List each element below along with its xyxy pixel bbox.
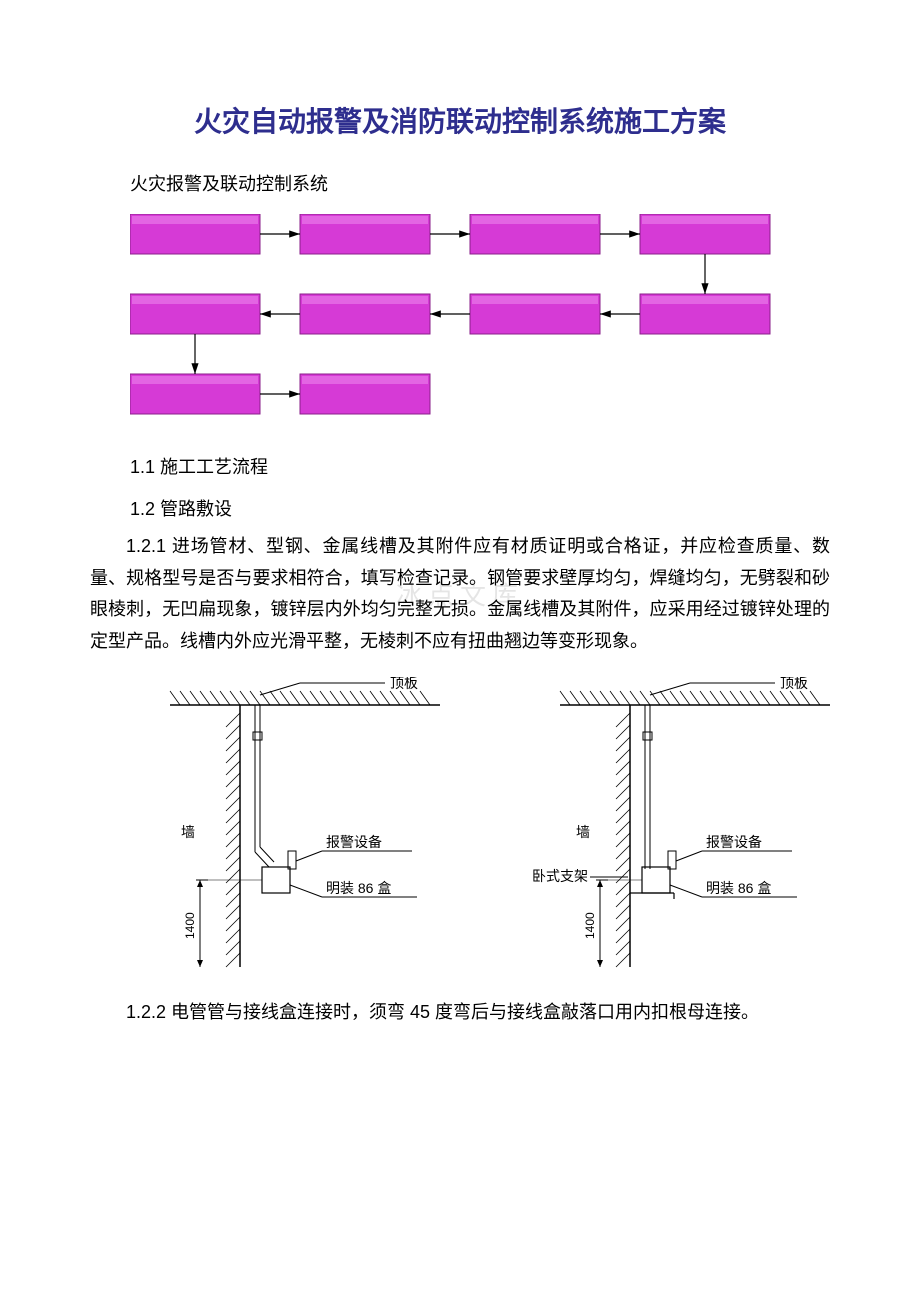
svg-text:明装 86 盒: 明装 86 盒 (706, 880, 771, 896)
paragraph-1-2-2: 1.2.2 电管管与接线盒连接时，须弯 45 度弯后与接线盒敲落口用内扣根母连接… (90, 997, 830, 1029)
svg-text:报警设备: 报警设备 (326, 834, 382, 850)
svg-text:卧式支架: 卧式支架 (532, 868, 588, 884)
svg-text:1400: 1400 (583, 912, 597, 939)
svg-text:明装 86 盒: 明装 86 盒 (326, 880, 391, 896)
paragraph-1-2-1: 1.2.1 进场管材、型钢、金属线槽及其附件应有材质证明或合格证，并应检查质量、… (90, 531, 830, 657)
svg-text:报警设备: 报警设备 (706, 834, 762, 850)
svg-text:顶板: 顶板 (780, 677, 808, 691)
flowchart (130, 214, 830, 429)
heading-1-2: 1.2 管路敷设 (130, 495, 830, 521)
svg-text:1400: 1400 (183, 912, 197, 939)
heading-1-1: 1.1 施工工艺流程 (130, 453, 830, 479)
subtitle: 火灾报警及联动控制系统 (130, 170, 830, 196)
installation-diagrams: 顶板墙报警设备明装 86 盒 1400 顶板墙卧式支架 报警设备明装 86 盒 140… (90, 677, 830, 977)
svg-text:顶板: 顶板 (390, 677, 418, 691)
document-title: 火灾自动报警及消防联动控制系统施工方案 (90, 100, 830, 140)
svg-text:墙: 墙 (181, 824, 195, 840)
svg-text:墙: 墙 (576, 824, 590, 840)
